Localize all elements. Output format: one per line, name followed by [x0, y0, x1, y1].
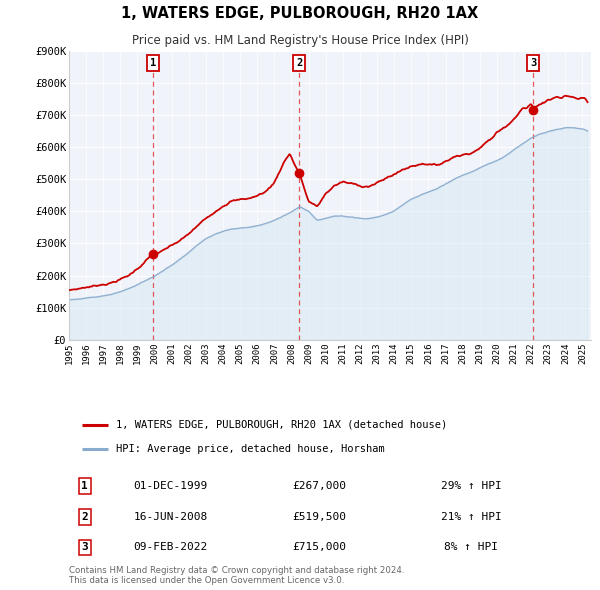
- Text: 29% ↑ HPI: 29% ↑ HPI: [440, 481, 502, 491]
- Text: 1, WATERS EDGE, PULBOROUGH, RH20 1AX (detached house): 1, WATERS EDGE, PULBOROUGH, RH20 1AX (de…: [116, 419, 447, 430]
- Text: Price paid vs. HM Land Registry's House Price Index (HPI): Price paid vs. HM Land Registry's House …: [131, 34, 469, 47]
- Text: Contains HM Land Registry data © Crown copyright and database right 2024.
This d: Contains HM Land Registry data © Crown c…: [69, 566, 404, 585]
- Text: 01-DEC-1999: 01-DEC-1999: [134, 481, 208, 491]
- Text: 8% ↑ HPI: 8% ↑ HPI: [444, 542, 498, 552]
- Text: 1: 1: [81, 481, 88, 491]
- Text: 09-FEB-2022: 09-FEB-2022: [134, 542, 208, 552]
- Text: HPI: Average price, detached house, Horsham: HPI: Average price, detached house, Hors…: [116, 444, 385, 454]
- Text: 2: 2: [296, 58, 302, 68]
- Text: £715,000: £715,000: [293, 542, 347, 552]
- Text: 1, WATERS EDGE, PULBOROUGH, RH20 1AX: 1, WATERS EDGE, PULBOROUGH, RH20 1AX: [121, 6, 479, 21]
- Text: 21% ↑ HPI: 21% ↑ HPI: [440, 512, 502, 522]
- Text: £519,500: £519,500: [293, 512, 347, 522]
- Text: 2: 2: [81, 512, 88, 522]
- Text: 3: 3: [81, 542, 88, 552]
- Text: 16-JUN-2008: 16-JUN-2008: [134, 512, 208, 522]
- Text: 1: 1: [150, 58, 157, 68]
- Text: £267,000: £267,000: [293, 481, 347, 491]
- Text: 3: 3: [530, 58, 536, 68]
